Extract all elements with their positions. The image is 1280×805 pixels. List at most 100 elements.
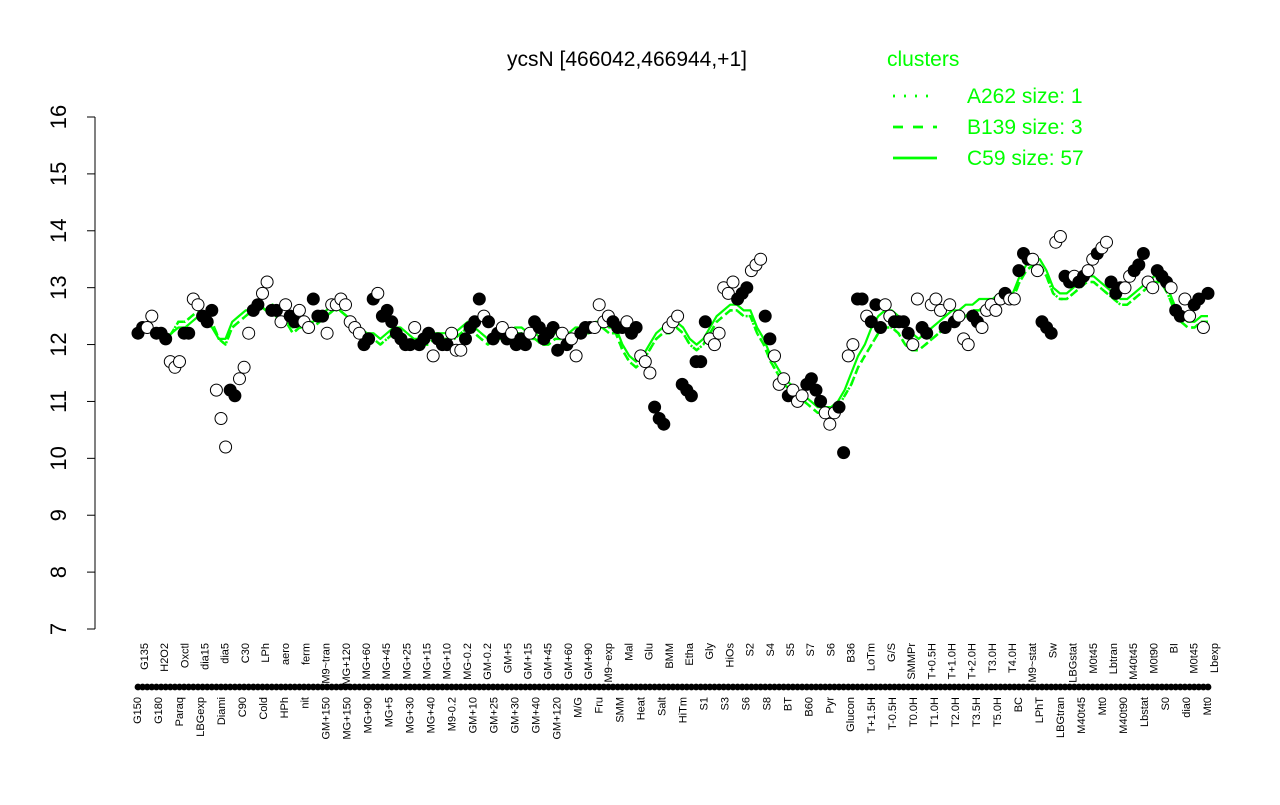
series-line-dotted bbox=[137, 263, 1208, 415]
data-point bbox=[302, 321, 316, 334]
y-tick-label: 8 bbox=[46, 566, 71, 578]
data-point bbox=[140, 321, 154, 334]
y-tick-label: 11 bbox=[46, 390, 71, 413]
data-point bbox=[638, 355, 652, 369]
data-point bbox=[219, 440, 233, 454]
data-point bbox=[292, 303, 306, 317]
x-tick-label: M9~stat bbox=[1027, 643, 1039, 682]
data-point bbox=[459, 332, 472, 346]
data-point bbox=[1118, 281, 1132, 295]
data-point bbox=[841, 349, 855, 363]
data-point bbox=[237, 360, 251, 374]
x-tick-label: Glu bbox=[644, 643, 656, 660]
x-tick-label: Mal bbox=[623, 643, 635, 661]
y-tick-label: 13 bbox=[46, 275, 71, 299]
x-tick-label: T+1.0H bbox=[946, 643, 958, 679]
x-tick-label: Diami bbox=[216, 697, 228, 725]
x-tick-label: S1 bbox=[698, 697, 710, 710]
data-point bbox=[371, 286, 385, 300]
legend-label: B139 size: 3 bbox=[967, 116, 1083, 139]
data-point bbox=[786, 383, 800, 397]
x-tick-label: S6 bbox=[825, 643, 837, 656]
x-tick-label: C30 bbox=[240, 643, 252, 663]
x-tick-label: MG+5 bbox=[384, 697, 396, 727]
data-point bbox=[938, 321, 952, 334]
data-point bbox=[145, 309, 159, 323]
data-point bbox=[920, 326, 934, 340]
data-point bbox=[385, 315, 399, 329]
data-point bbox=[1044, 326, 1058, 340]
data-point bbox=[906, 338, 920, 352]
data-point bbox=[316, 309, 329, 323]
x-tick-label: G135 bbox=[139, 643, 151, 670]
x-tick-label: S6 bbox=[740, 697, 752, 710]
x-tick-label: T2.0H bbox=[950, 697, 962, 727]
x-tick-label: ferm bbox=[300, 643, 312, 665]
y-tick-label: 12 bbox=[46, 332, 71, 356]
x-tick-label: S2 bbox=[745, 643, 757, 656]
data-point bbox=[191, 298, 205, 312]
x-tick-label: BC bbox=[1013, 697, 1025, 712]
data-point bbox=[975, 321, 989, 334]
series-line-dashed bbox=[137, 263, 1208, 415]
data-point bbox=[910, 292, 924, 306]
data-point bbox=[256, 286, 269, 300]
data-point bbox=[482, 315, 495, 329]
data-point bbox=[279, 298, 293, 312]
x-tick-label: S8 bbox=[761, 697, 773, 710]
data-point bbox=[620, 315, 634, 329]
data-point bbox=[1030, 264, 1044, 278]
data-point bbox=[209, 383, 223, 397]
data-point bbox=[684, 389, 698, 403]
data-point bbox=[495, 321, 509, 334]
x-tick-label: G150 bbox=[132, 697, 144, 724]
x-tick-label: Lbstat bbox=[1139, 697, 1151, 727]
y-tick-label: 10 bbox=[46, 446, 71, 470]
data-point bbox=[1178, 292, 1192, 306]
y-tick-label: 7 bbox=[46, 623, 71, 635]
data-point bbox=[855, 292, 869, 306]
x-tick-label: GM+90 bbox=[583, 643, 595, 679]
x-tick-label: MG+30 bbox=[405, 697, 417, 733]
data-point bbox=[768, 349, 781, 363]
x-tick-label: GM+5 bbox=[502, 643, 514, 673]
data-point bbox=[306, 292, 320, 306]
data-point bbox=[929, 292, 943, 306]
x-tick-label: GM+25 bbox=[489, 697, 501, 733]
x-tick-label: T-0.5H bbox=[887, 697, 899, 730]
data-point bbox=[795, 389, 809, 403]
x-tick-label: BI bbox=[1169, 643, 1181, 653]
data-point bbox=[1053, 230, 1067, 243]
data-point bbox=[1026, 252, 1040, 266]
x-tick-label: dia5 bbox=[220, 643, 232, 664]
data-point bbox=[362, 332, 376, 346]
data-point bbox=[1146, 281, 1160, 295]
x-tick-label: LoTm bbox=[866, 643, 878, 671]
data-point bbox=[864, 315, 878, 329]
data-point bbox=[1164, 281, 1178, 295]
x-tick-label: MG+25 bbox=[401, 643, 413, 679]
x-tick-label: SMM bbox=[614, 697, 626, 723]
x-tick-label: GM+60 bbox=[563, 643, 575, 679]
x-tick-label: GM+30 bbox=[510, 697, 522, 733]
x-tick-label: Fru bbox=[593, 697, 605, 714]
x-tick-label: MG+15 bbox=[422, 643, 434, 679]
x-tick-label: T5.0H bbox=[992, 697, 1004, 727]
data-point bbox=[214, 412, 228, 425]
x-tick-label: MG+60 bbox=[361, 643, 373, 679]
x-tick-label: Mt0 bbox=[1202, 697, 1214, 715]
x-tick-label: S3 bbox=[719, 697, 731, 710]
x-tick-label: M40t90 bbox=[1118, 697, 1130, 734]
x-tick-label: LBGstat bbox=[1068, 643, 1080, 683]
x-tick-label: M0t90 bbox=[1148, 643, 1160, 674]
y-tick-label: 16 bbox=[46, 105, 71, 129]
data-point bbox=[643, 366, 657, 380]
data-point bbox=[809, 383, 823, 397]
x-tick-label: dia15 bbox=[199, 643, 211, 670]
data-point bbox=[671, 309, 685, 323]
legend-label: C59 size: 57 bbox=[967, 147, 1084, 170]
x-tick-label: G180 bbox=[153, 697, 165, 724]
x-tick-label: GM+10 bbox=[468, 697, 480, 733]
x-tick-label: LBGexp bbox=[195, 697, 207, 737]
